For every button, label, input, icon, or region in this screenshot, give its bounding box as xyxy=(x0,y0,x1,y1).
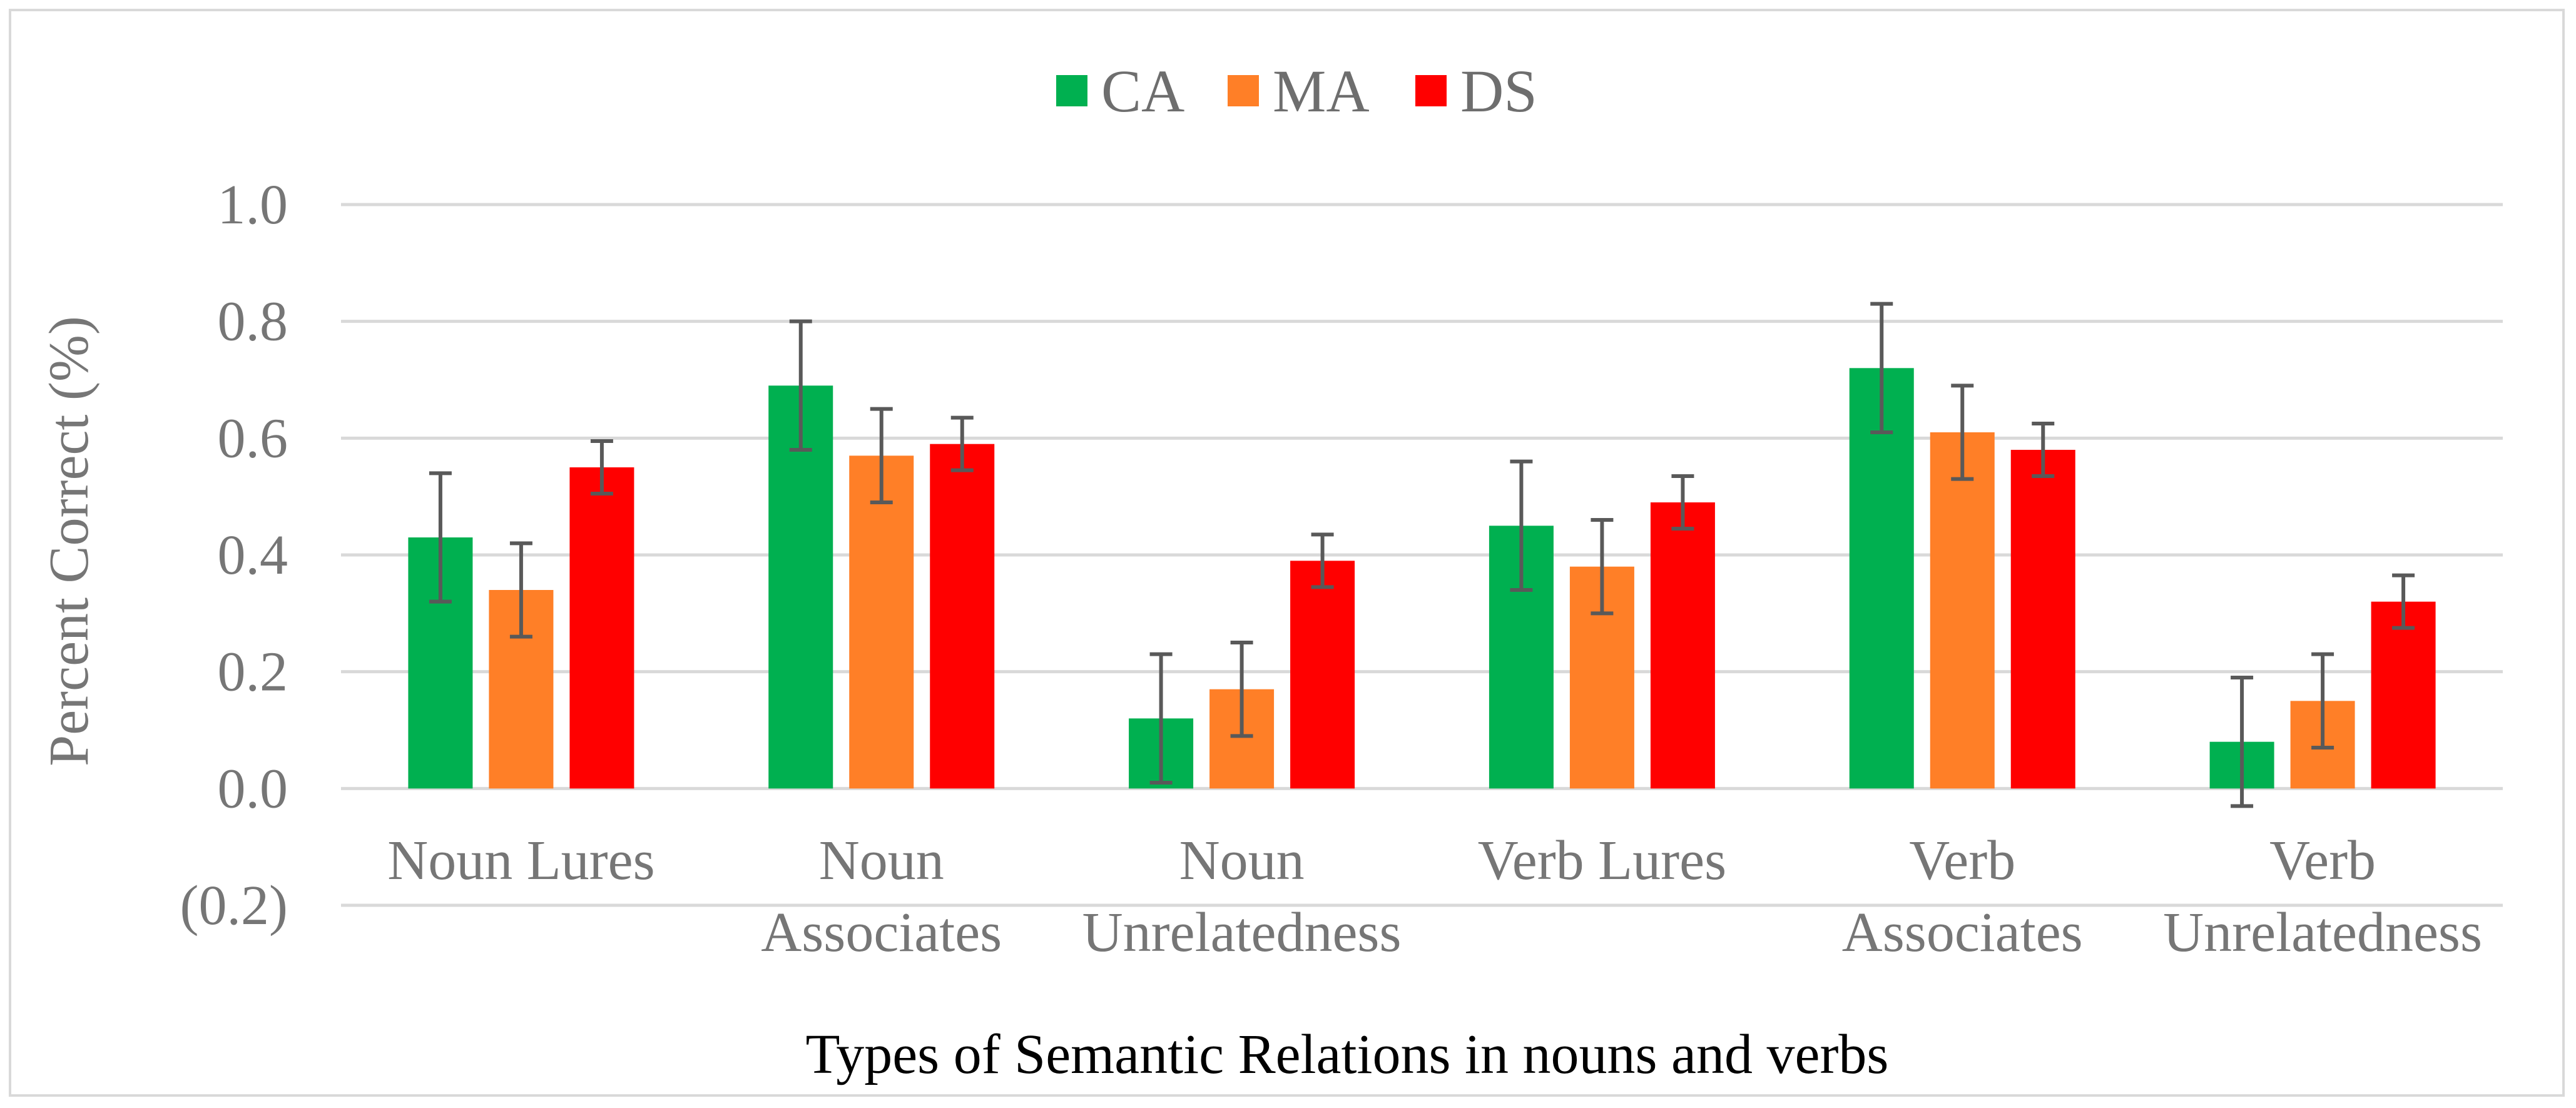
legend: CA MA DS xyxy=(1056,58,1537,125)
y-tick-label: 0.2 xyxy=(218,641,288,703)
y-axis-ticks: 1.0 0.8 0.6 0.4 0.2 0.0 (0.2) xyxy=(180,174,288,937)
y-tick-label: 1.0 xyxy=(218,174,288,236)
bar-ds xyxy=(569,467,634,789)
bar-ds xyxy=(2371,601,2436,789)
legend-label: MA xyxy=(1273,58,1370,125)
category-label: Verb xyxy=(2269,830,2376,892)
y-tick-label: (0.2) xyxy=(180,875,288,937)
legend-swatch-ca xyxy=(1056,75,1087,106)
x-axis-title: Types of Semantic Relations in nouns and… xyxy=(806,1024,1889,1085)
bar-ca xyxy=(1849,368,1914,789)
category-label: Verb xyxy=(1909,830,2015,892)
y-axis-title: Percent Correct (%) xyxy=(38,316,100,766)
x-axis-categories: Noun Lures Noun Associates Noun Unrelatednes… xyxy=(387,830,2482,963)
category-label: Noun Lures xyxy=(387,830,654,892)
gridlines xyxy=(341,203,2503,907)
y-tick-label: 0.0 xyxy=(218,758,288,820)
bars xyxy=(408,368,2436,789)
legend-swatch-ma xyxy=(1228,75,1259,106)
category-label: Unrelatedness xyxy=(1082,902,1402,963)
category-label: Associates xyxy=(1842,902,2083,963)
legend-label: DS xyxy=(1460,58,1537,125)
bar-ds xyxy=(930,444,995,789)
category-label: Unrelatedness xyxy=(2163,902,2482,963)
legend-swatch-ds xyxy=(1415,75,1447,106)
category-label: Noun xyxy=(1179,830,1305,892)
bar-ds xyxy=(2010,450,2075,789)
y-tick-label: 0.8 xyxy=(218,291,288,353)
bar-ca xyxy=(768,385,833,789)
bar-ma xyxy=(849,455,914,789)
bar-ma xyxy=(1930,432,1995,789)
category-label: Associates xyxy=(761,902,1002,963)
bar-ds xyxy=(1650,502,1715,789)
y-tick-label: 0.6 xyxy=(218,407,288,469)
category-label: Noun xyxy=(819,830,944,892)
y-tick-label: 0.4 xyxy=(218,524,288,586)
error-bars xyxy=(429,302,2415,808)
bar-ds xyxy=(1290,561,1355,789)
category-label: Verb Lures xyxy=(1478,830,1726,892)
legend-label: CA xyxy=(1101,58,1184,125)
